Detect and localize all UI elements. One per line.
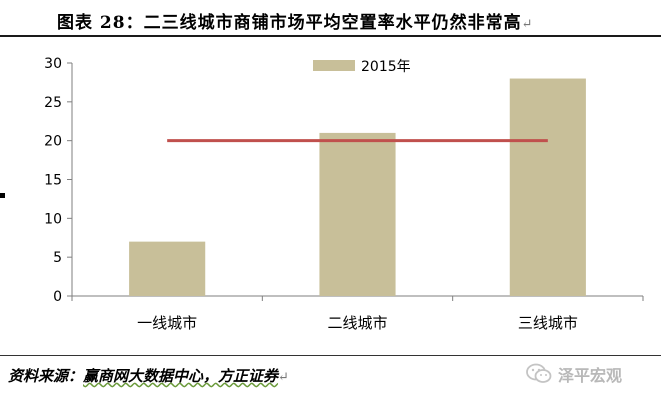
title-underline [0,35,661,37]
chart-title: 图表 28：二三线城市商铺市场平均空置率水平仍然非常高↵ [57,8,533,33]
y-tick-label: 15 [44,173,62,189]
y-tick-label: 30 [44,56,62,72]
y-tick-label: 25 [44,95,62,111]
watermark-text: 泽平宏观 [558,366,623,385]
y-tick-label: 0 [53,289,62,305]
source-divider [0,355,661,356]
legend: 2015年 [313,59,411,75]
title-bar: 图表 28：二三线城市商铺市场平均空置率水平仍然非常高↵ [0,0,661,37]
y-tick-label: 10 [44,211,62,227]
source-prefix: 资料来源： [8,367,84,385]
x-axis: 一线城市 二线城市 三线城市 [71,295,644,332]
bars [129,78,586,297]
bar [509,78,586,297]
x-tick-label: 三线城市 [518,314,578,332]
paragraph-mark-icon: ↵ [278,370,289,385]
legend-swatch [313,60,355,71]
bar [129,241,206,296]
y-tick-label: 5 [53,250,62,266]
bar [319,132,396,296]
watermark: 泽平宏观 [526,362,622,386]
paragraph-mark-icon: ↵ [521,17,534,32]
source-note: 资料来源：赢商网大数据中心，方正证券↵ [8,365,289,386]
bullet-marker [0,193,5,198]
wechat-icon [526,363,552,383]
bar-chart: 0 5 10 15 20 25 30 一线城市 二线城市 三线城市 2015年 [44,56,644,332]
source-text: 赢商网大数据中心，方正证券 [83,367,279,385]
y-tick-label: 20 [44,134,62,150]
chart-title-text: 图表 28：二三线城市商铺市场平均空置率水平仍然非常高 [57,13,522,33]
x-tick-label: 一线城市 [137,314,197,332]
y-axis: 0 5 10 15 20 25 30 [44,56,73,305]
x-tick-label: 二线城市 [327,314,387,332]
legend-label: 2015年 [361,59,411,75]
